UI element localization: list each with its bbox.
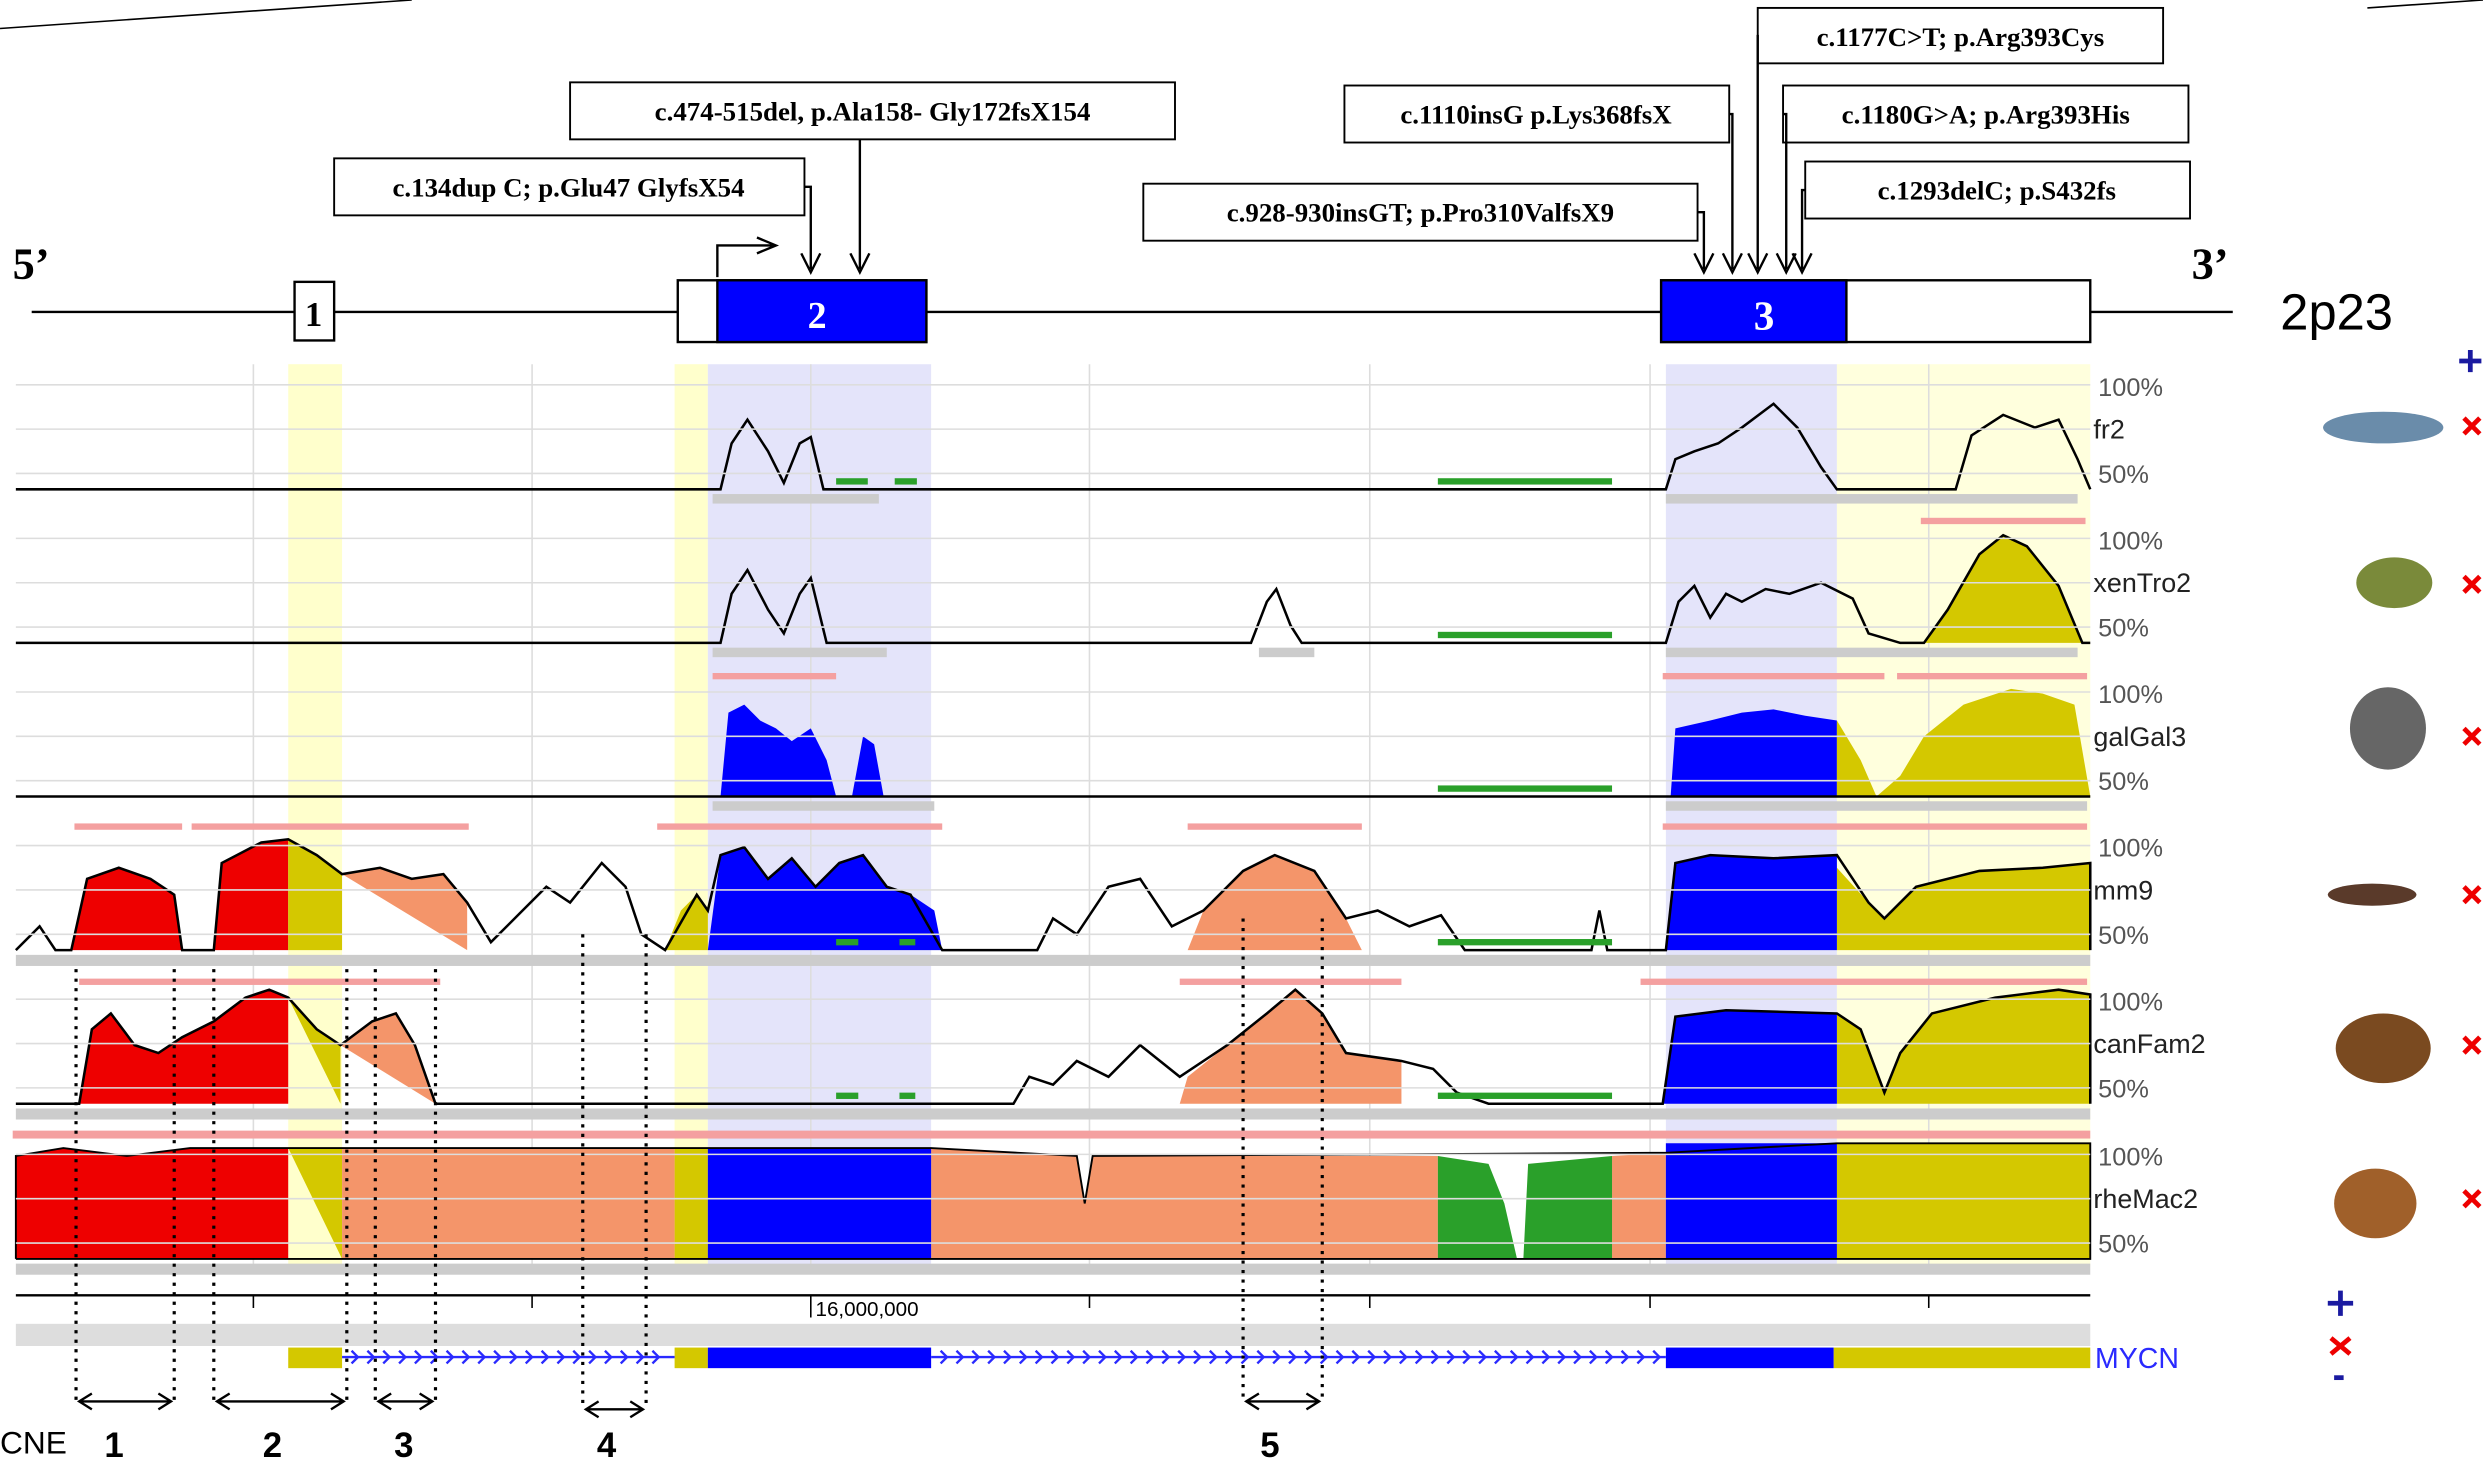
mutation-label: c.1180G>A; p.Arg393His [1842,100,2130,130]
mutation-box [333,157,806,217]
exon-label: 2 [808,295,827,337]
mutation-box [1142,182,1699,242]
mutation-box [1782,84,2190,144]
track-labels: 100% fr2 50% 100% xenTro2 50% 100% galGal3 50% 10… [2093,374,2205,1259]
cne-label: CNE [0,1425,67,1460]
mutation-box [1804,160,2191,220]
species-icons [2323,349,2482,1381]
track-min: 50% [2098,1075,2149,1103]
cne-number: 3 [394,1426,413,1460]
track-min: 50% [2098,461,2149,489]
mutation-label: c.1177C>T; p.Arg393Cys [1817,22,2105,52]
cne-markers: CNE 1 2 3 4 5 [0,918,1324,1460]
track-name: galGal3 [2093,722,2186,752]
mutation-label: c.474-515del, p.Ala158- Gly172fsX154 [655,96,1091,126]
gene-model: 1 2 3 5’ 3’ 2p23 [13,239,2393,344]
track-name: rheMac2 [2093,1184,2198,1214]
mutation-box [1756,6,2165,65]
track-min: 50% [2098,615,2149,643]
gene-track: MYCN [288,1343,2179,1375]
track-max: 100% [2098,374,2163,402]
exon-coding [716,279,928,344]
track-name: xenTro2 [2093,568,2191,598]
five-prime: 5’ [13,239,50,289]
exon-label: 3 [1754,292,1775,338]
cne-number: 1 [104,1426,123,1460]
track-max: 100% [2098,527,2163,555]
track-min: 50% [2098,1231,2149,1259]
mutation-box [569,81,1176,141]
gene-name: MYCN [2095,1343,2179,1375]
track-min: 50% [2098,768,2149,796]
track-max: 100% [2098,681,2163,709]
cne-number: 2 [263,1426,282,1460]
mutation-label: c.928-930insGT; p.Pro310ValfsX9 [1227,198,1614,228]
mutation-label: c.1110insG p.Lys368fsX [1400,100,1672,130]
decor-line [0,0,412,30]
mutation-label: c.134dup C; p.Glu47 GlyfsX54 [392,172,744,202]
cne-number: 4 [597,1426,617,1460]
exon [293,280,336,342]
exon-coding [1659,279,1848,344]
track-max: 100% [2098,835,2163,863]
exon-label: 1 [305,295,322,334]
track-name: canFam2 [2093,1029,2205,1059]
ruler: 16,000,000 [15,1294,2091,1346]
decor-line [2367,0,2483,9]
three-prime: 3’ [2192,239,2229,289]
track-min: 50% [2098,922,2149,950]
mutation-labels: c.474-515del, p.Ala158- Gly172fsX154 c.1… [333,6,2191,242]
track-max: 100% [2098,988,2163,1016]
track-max: 100% [2098,1143,2163,1171]
mutation-arrows [716,34,1813,278]
cne-number: 5 [1260,1426,1279,1460]
track-name: fr2 [2093,415,2124,445]
locus: 2p23 [2280,283,2393,340]
conservation-tracks [12,384,2092,1275]
ruler-label: 16,000,000 [816,1298,919,1321]
track-name: mm9 [2093,875,2153,905]
mutation-label: c.1293delC; p.S432fs [1878,176,2116,206]
